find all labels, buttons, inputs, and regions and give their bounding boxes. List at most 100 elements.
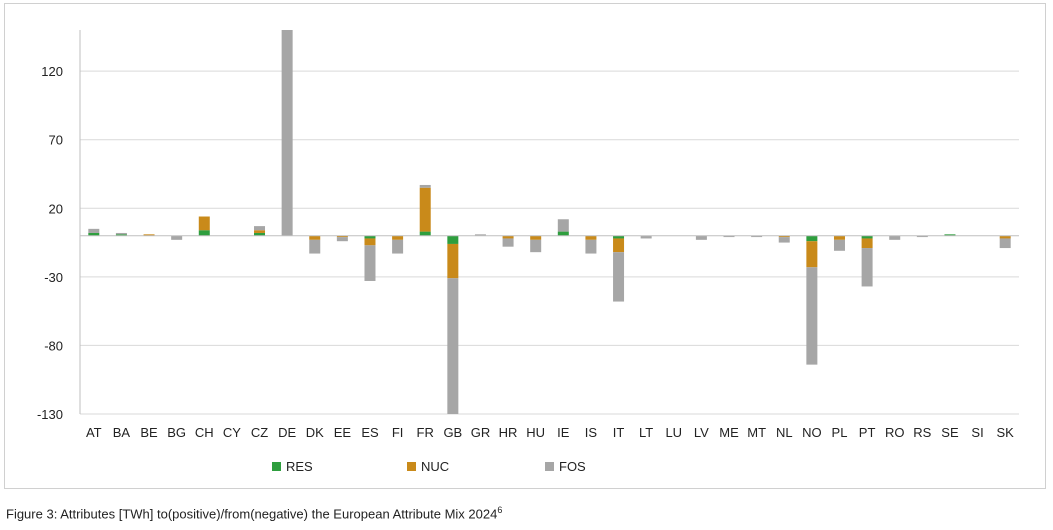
bar-fos-it: [613, 252, 625, 302]
caption-text: Figure 3: Attributes [TWh] to(positive)/…: [6, 506, 498, 522]
bar-fos-sk: [999, 238, 1011, 249]
x-tick-label: SE: [941, 425, 959, 440]
bar-fos-gb: [447, 278, 459, 414]
bar-res-ie: [557, 231, 569, 236]
x-tick-label: DK: [306, 425, 324, 440]
bar-nuc-ch: [198, 216, 210, 231]
bar-res-gb: [447, 235, 459, 244]
bar-fos-no: [806, 267, 818, 365]
x-tick-label: LT: [639, 425, 653, 440]
bar-fos-hu: [530, 239, 542, 253]
bar-nuc-it: [613, 238, 625, 253]
bar-res-fr: [419, 231, 431, 236]
bar-res-pt: [861, 235, 873, 239]
x-tick-label: MT: [747, 425, 766, 440]
bar-nuc-gb: [447, 243, 459, 279]
y-tick-label: 120: [41, 64, 63, 79]
bars: [88, 30, 1011, 414]
x-tick-label: LU: [665, 425, 682, 440]
bar-fos-lt: [640, 235, 652, 239]
x-tick-label: PL: [832, 425, 848, 440]
x-tick-label: NO: [802, 425, 822, 440]
bar-res-cz: [254, 232, 266, 236]
x-tick-label: IE: [557, 425, 570, 440]
y-tick-label: 20: [49, 201, 63, 216]
bar-fos-dk: [309, 239, 321, 254]
bar-nuc-is: [585, 235, 597, 240]
bar-nuc-fi: [392, 235, 404, 240]
bar-fos-hr: [502, 238, 514, 247]
x-tick-label: DE: [278, 425, 296, 440]
x-tick-label: BG: [167, 425, 186, 440]
bar-res-at: [88, 232, 100, 236]
x-tick-label: ES: [361, 425, 379, 440]
x-tick-label: LV: [694, 425, 709, 440]
stacked-bar-chart: 120 70 20 -30 -80 -130 AT BA BE BG CH CY CZ DE DK EE ES F…: [37, 30, 1019, 474]
bar-fos-ee: [336, 237, 348, 242]
bar-res-se: [944, 234, 956, 236]
bar-res-es: [364, 235, 376, 239]
bar-fos-cz: [254, 226, 266, 231]
caption-footnote: 6: [497, 505, 503, 515]
legend-label-fos: FOS: [559, 459, 586, 474]
bar-nuc-fr: [419, 187, 431, 232]
x-tick-label: BA: [113, 425, 131, 440]
bar-nuc-be: [143, 234, 155, 236]
x-tick-label: SK: [997, 425, 1015, 440]
legend-swatch-res: [272, 462, 281, 471]
x-tick-label: GB: [443, 425, 462, 440]
bar-fos-mt: [751, 235, 763, 238]
x-tick-label: EE: [334, 425, 352, 440]
bar-fos-ba: [115, 232, 127, 235]
y-tick-label: 70: [49, 133, 63, 148]
bar-nuc-dk: [309, 235, 321, 240]
bar-fos-pl: [833, 239, 845, 251]
bar-fos-fi: [392, 239, 404, 254]
bar-nuc-nl: [778, 235, 790, 238]
bar-fos-lv: [695, 235, 707, 240]
bar-nuc-pt: [861, 238, 873, 249]
bar-fos-bg: [171, 235, 183, 240]
bar-nuc-no: [806, 241, 818, 268]
x-tick-label: CH: [195, 425, 214, 440]
x-tick-label: IT: [613, 425, 625, 440]
chart-frame: 120 70 20 -30 -80 -130 AT BA BE BG CH CY CZ DE DK EE ES F…: [4, 3, 1046, 489]
bar-res-it: [613, 235, 625, 239]
bar-res-no: [806, 235, 818, 242]
x-tick-label: PT: [859, 425, 876, 440]
legend-label-nuc: NUC: [421, 459, 449, 474]
x-tick-label: CY: [223, 425, 241, 440]
bar-fos-at: [88, 228, 100, 233]
x-tick-label: ME: [719, 425, 739, 440]
figure-caption: Figure 3: Attributes [TWh] to(positive)/…: [6, 505, 502, 521]
bar-fos-nl: [778, 237, 790, 243]
x-tick-label: FI: [392, 425, 404, 440]
y-tick-label: -80: [44, 338, 63, 353]
x-tick-label: HR: [499, 425, 518, 440]
bar-nuc-ee: [336, 235, 348, 238]
x-tick-label: RO: [885, 425, 905, 440]
legend-swatch-nuc: [407, 462, 416, 471]
bar-fos-is: [585, 239, 597, 254]
legend-swatch-fos: [545, 462, 554, 471]
bar-fos-ie: [557, 219, 569, 232]
x-tick-label: RS: [913, 425, 931, 440]
gridlines: [80, 70, 1019, 415]
bar-nuc-hr: [502, 235, 514, 239]
bar-fos-de: [281, 30, 293, 236]
bar-fos-gr: [474, 234, 486, 236]
x-tick-label: SI: [971, 425, 983, 440]
x-tick-label: CZ: [251, 425, 268, 440]
x-tick-label: IS: [585, 425, 598, 440]
bar-nuc-es: [364, 238, 376, 246]
x-tick-label: BE: [140, 425, 158, 440]
bar-nuc-sk: [999, 235, 1011, 239]
bar-fos-pt: [861, 248, 873, 287]
bar-fos-fr: [419, 184, 431, 188]
y-tick-label: -30: [44, 270, 63, 285]
x-tick-label: AT: [86, 425, 102, 440]
bar-fos-es: [364, 245, 376, 281]
bar-nuc-pl: [833, 235, 845, 240]
y-tick-label: -130: [37, 407, 63, 422]
bar-res-ba: [115, 234, 127, 236]
